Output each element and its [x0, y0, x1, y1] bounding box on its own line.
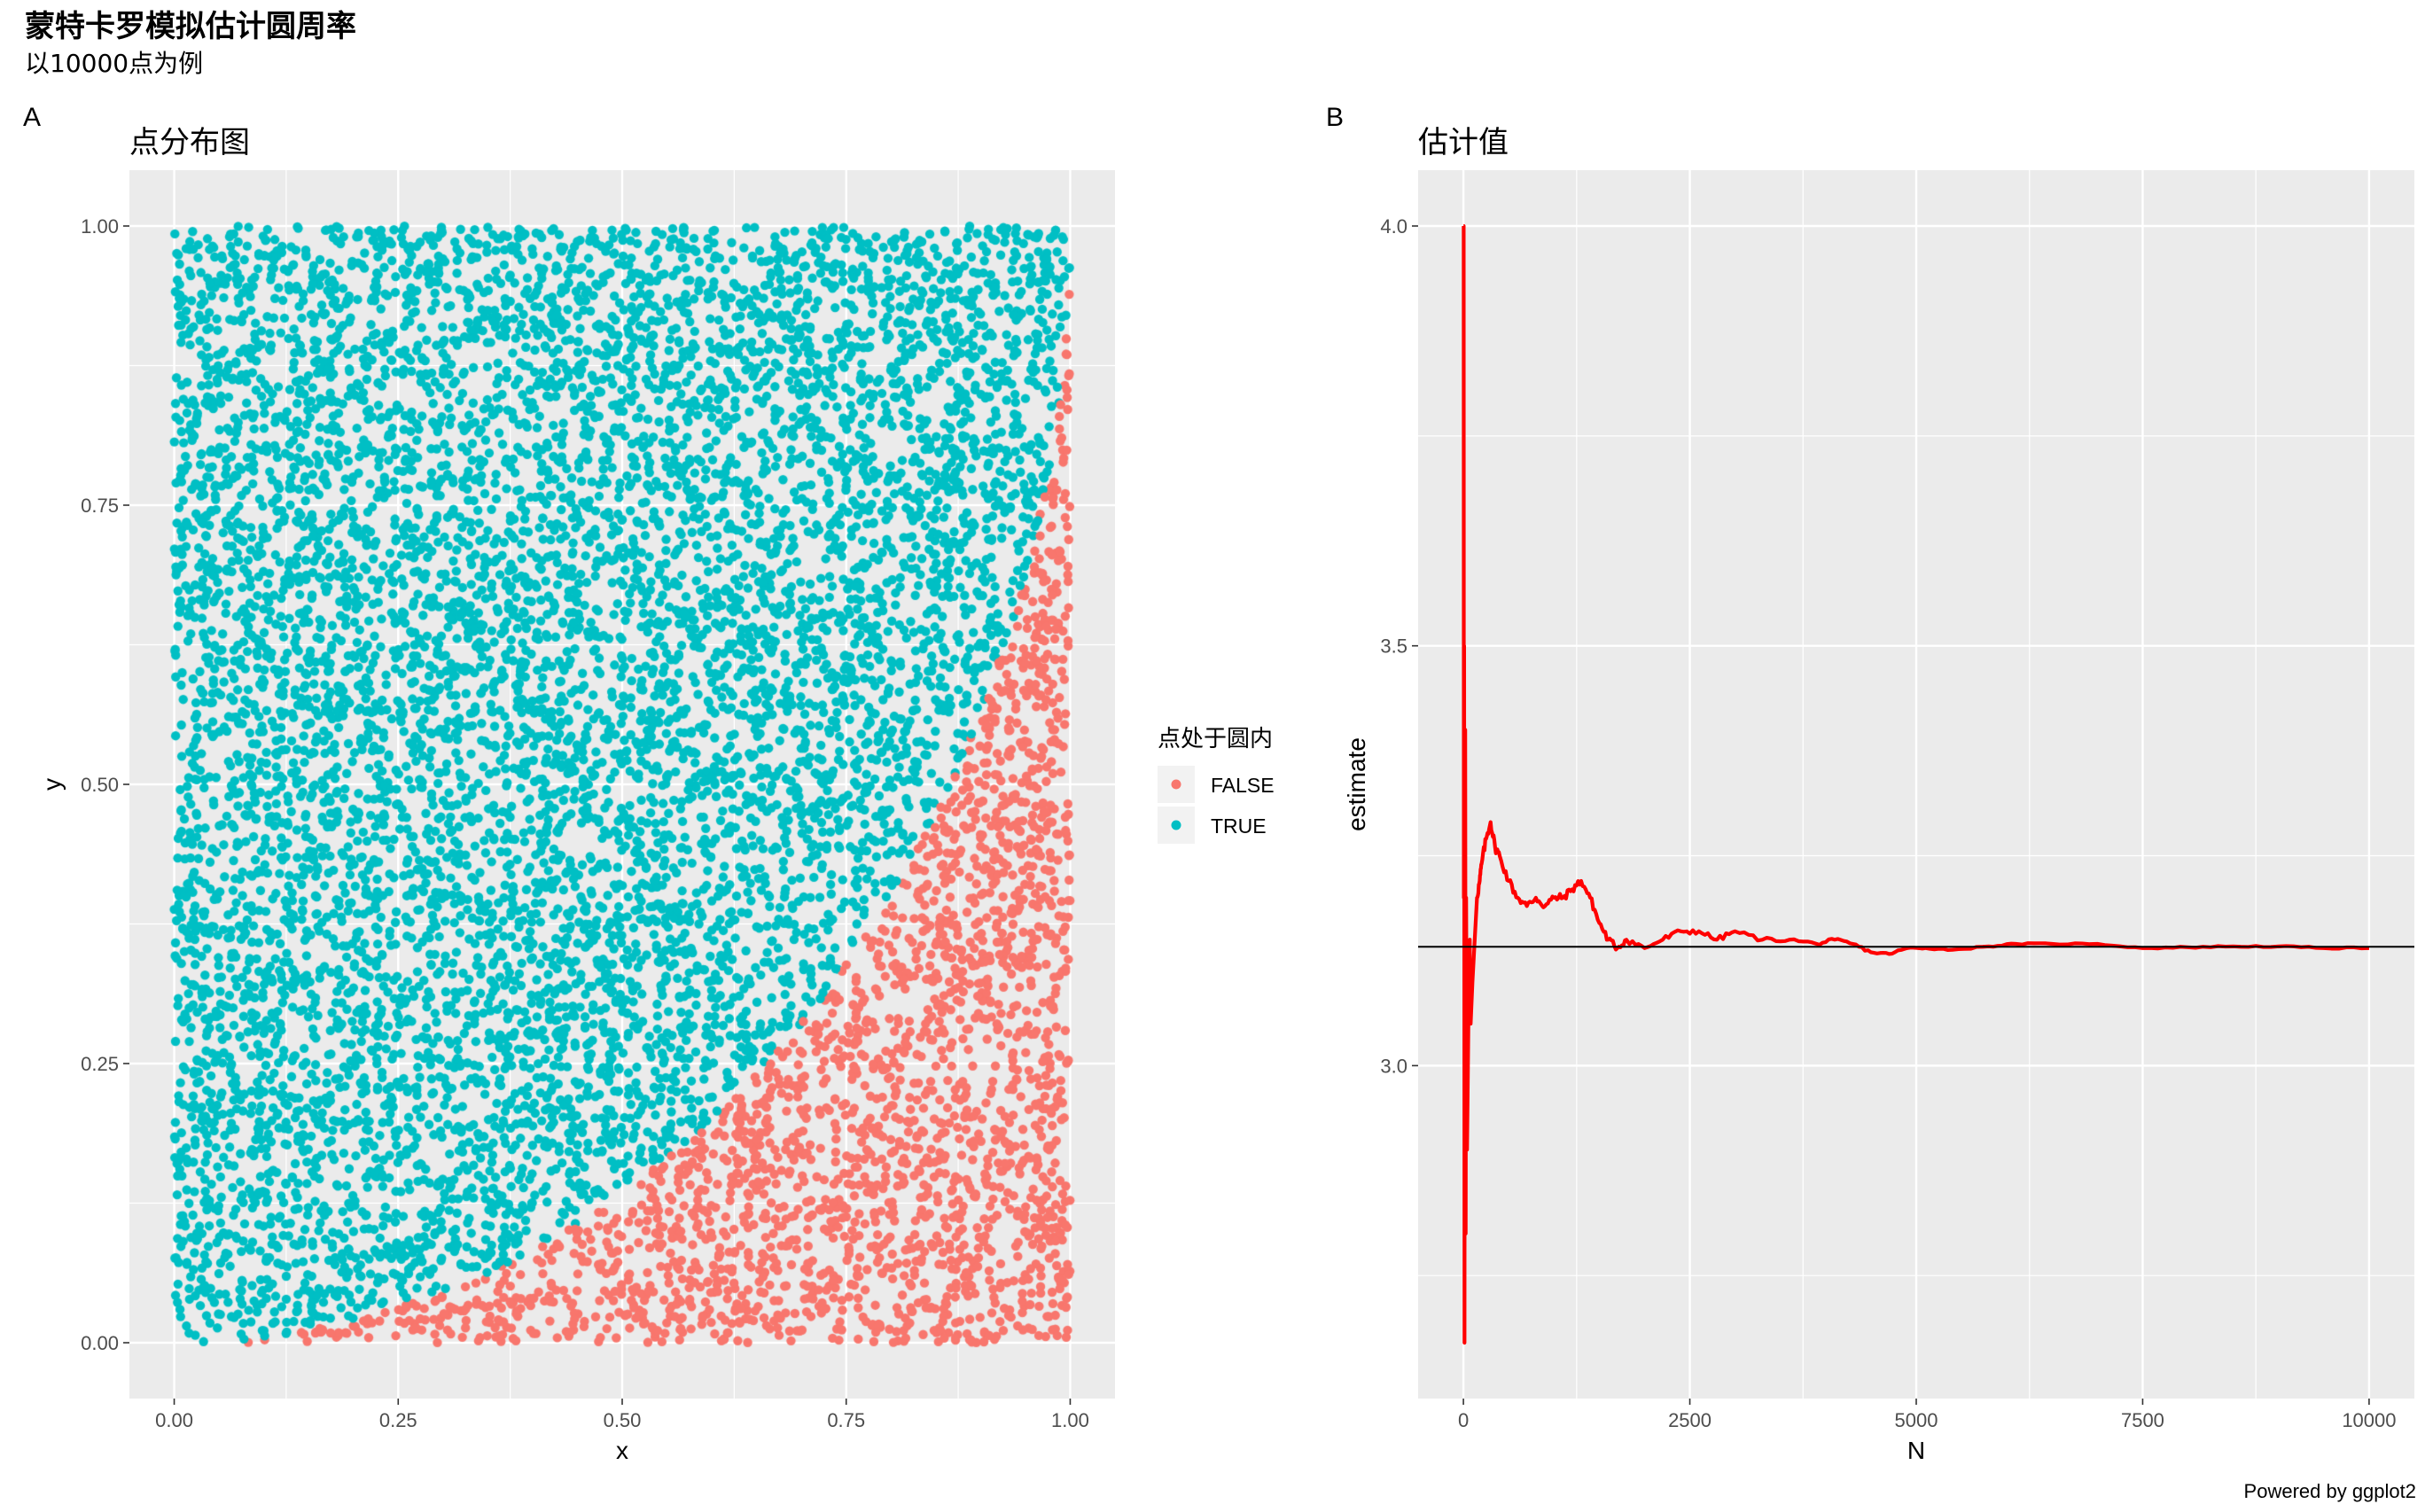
page-title: 蒙特卡罗模拟估计圆周率 — [25, 9, 356, 44]
estimate-x-tick-label: 10000 — [2342, 1409, 2396, 1431]
scatter-y-tick-label: 0.00 — [81, 1332, 119, 1354]
estimate-axes: 0 2500 5000 7500 10000 3.0 3.5 4.0 — [1380, 215, 2396, 1431]
page-subtitle: 以10000点为例 — [25, 49, 204, 78]
estimate-x-tick-label: 7500 — [2121, 1409, 2164, 1431]
estimate-y-tick-label: 3.0 — [1380, 1055, 1407, 1077]
legend-label-false: FALSE — [1211, 774, 1275, 797]
estimate-y-tick-label: 4.0 — [1380, 215, 1407, 238]
estimate-x-tick-label: 2500 — [1668, 1409, 1712, 1431]
estimate-title: 估计值 — [1418, 125, 1509, 160]
panel-b-tag: B — [1326, 103, 1344, 132]
scatter-x-tick-label: 0.75 — [827, 1409, 865, 1431]
scatter-title: 点分布图 — [129, 125, 250, 160]
scatter-y-tick-label: 0.75 — [81, 495, 119, 517]
estimate-series-line — [1462, 223, 2369, 1345]
estimate-x-axis-title: N — [1907, 1437, 1925, 1464]
legend-key-true — [1171, 820, 1181, 830]
scatter-y-tick-label: 0.50 — [81, 774, 119, 796]
scatter-x-tick-label: 0.50 — [604, 1409, 642, 1431]
scatter-axes: 0.00 0.25 0.50 0.75 1.00 0.00 0.25 0.50 0.75 1.00 — [81, 215, 1089, 1431]
estimate-lines — [1418, 223, 2414, 1345]
scatter-x-axis-title: x — [616, 1437, 628, 1464]
scatter-x-tick-label: 1.00 — [1051, 1409, 1089, 1431]
scatter-y-tick-label: 1.00 — [81, 215, 119, 238]
estimate-y-tick-label: 3.5 — [1380, 635, 1407, 658]
panel-a-tag: A — [23, 103, 41, 132]
scatter-points-layer — [129, 170, 1115, 1399]
estimate-y-axis-title: estimate — [1343, 737, 1370, 831]
estimate-x-tick-label: 5000 — [1895, 1409, 1938, 1431]
legend-title: 点处于圆内 — [1158, 726, 1273, 752]
legend: 点处于圆内 FALSE TRUE — [1158, 726, 1275, 844]
scatter-points — [129, 170, 1115, 1399]
estimate-panel: B 估计值 0 2500 5000 7500 10000 3.0 3.5 4.0 N esti… — [1326, 103, 2414, 1464]
scatter-panel: A 点分布图 0.00 0.25 0.50 0.75 1.000.000.250.500… — [23, 103, 1115, 1464]
legend-label-true: TRUE — [1211, 814, 1267, 838]
scatter-y-axis-title: y — [38, 778, 66, 791]
footer-credit: Powered by ggplot2 — [2243, 1480, 2416, 1502]
scatter-x-tick-label: 0.00 — [155, 1409, 193, 1431]
estimate-x-tick-label: 0 — [1458, 1409, 1469, 1431]
scatter-y-tick-label: 0.25 — [81, 1053, 119, 1075]
scatter-x-tick-label: 0.25 — [379, 1409, 417, 1431]
legend-key-false — [1171, 779, 1181, 790]
